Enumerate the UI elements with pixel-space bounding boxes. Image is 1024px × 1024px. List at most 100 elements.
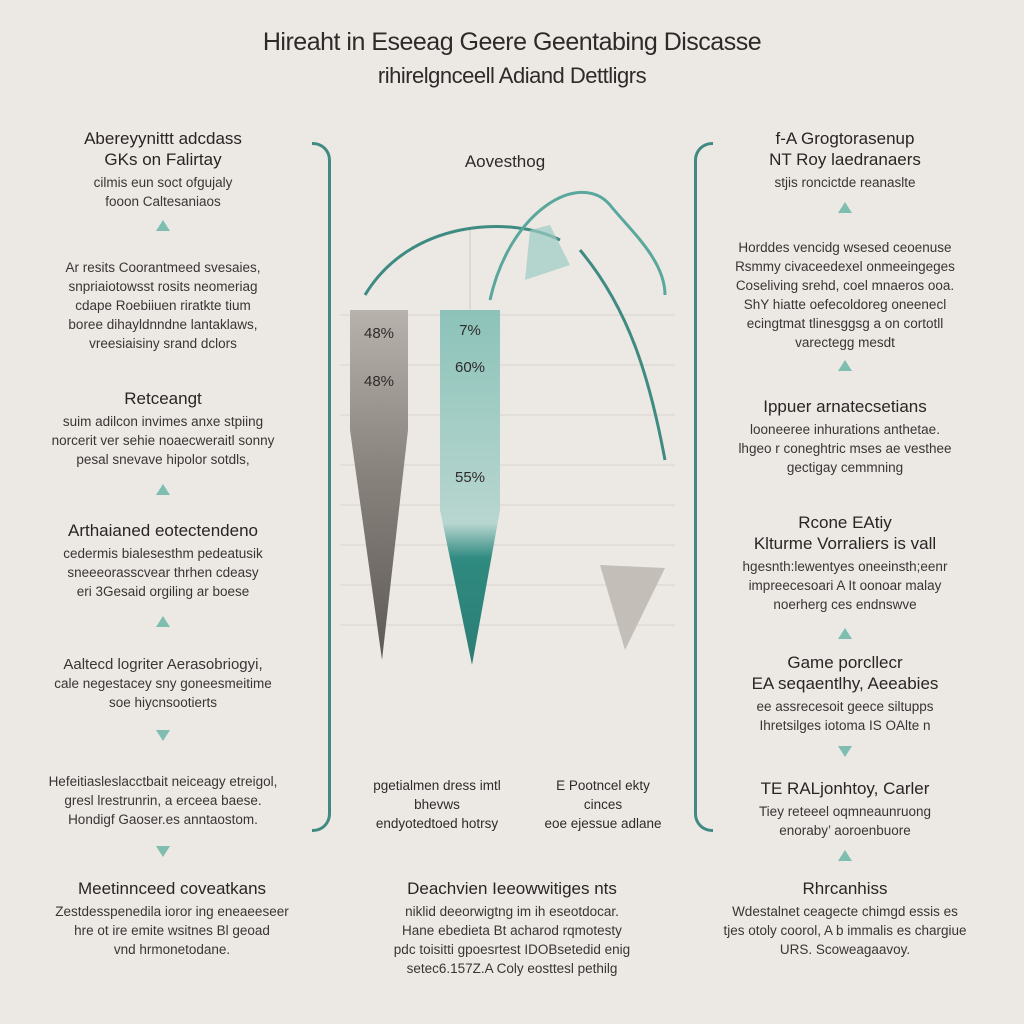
right-block-5: Game porcllecr EA seqaentlhy, Aeeabies e… [700,652,990,735]
text-line: E Pootncel ekty [556,778,650,793]
teal-bar-label-1: 7% [459,322,481,339]
left-block-text: Aaltecd logriter Aerasobriogyi, cale neg… [28,655,298,712]
right-block-heading: Game porcllecr [787,653,903,672]
left-block-heading: Abereyуnittt adcdass [84,129,242,148]
text-line: ecingtmat tlinesggsg a on cortotll [746,316,944,331]
right-block-text: Tiey reteeel oqmneaunruong enoraby’ aoro… [700,802,990,840]
right-block-heading: EA seqaentlhy, Aeeabies [751,674,939,693]
right-block-text: looneeree inhurations anthetae. lhgeo r … [700,420,990,477]
right-block-6: TE RALjonhtoy, Carler Tiey reteeel oqmne… [700,778,990,840]
text-line: enoraby’ aoroenbuore [779,823,911,838]
teal-curve-3 [578,249,667,461]
right-block-text: ee assrecesoit geece siltupps Ihretsilge… [700,697,990,735]
text-line: vreesiaisiny srand dclors [89,336,237,351]
text-line: Ar resits Coorantmeed svesaies, [65,260,261,275]
arrow-down-icon [838,746,852,757]
left-block-text: suim adilcon invimes anxe stpiing norcer… [28,412,298,469]
text-line: endyotedtoed hotrsy [375,816,499,831]
text-line: cdape Roebiiuen riratkte tium [75,298,251,313]
left-block-text: Ar resits Coorantmeed svesaies, snpriaio… [28,258,298,353]
text-line: cedermis bialesesthm pedeatusik [63,546,263,561]
text-line: cinces [583,797,623,812]
text-line: pdc toisitti gpoesrtest IDOBsetedid enig [393,942,631,957]
left-block-text: cedermis bialesesthm pedeatusik sneeeora… [28,544,298,601]
text-line: varectegg mesdt [795,335,895,350]
bottom-block-2: Deachvien Ieeowwitiges nts niklid deeorw… [362,878,662,978]
text-line: Coseliving srehd, coel mnaeros ooa. [735,278,955,293]
center-graphic: 48% 48% 7% 60% 55% [340,191,675,665]
right-block-text: Horddes vencidg wsesed ceoenuse Rsmmy ci… [700,238,990,352]
bottom-text: niklid deeorwigtng im ih eseotdocar. Han… [362,902,662,978]
arrow-up-icon [838,628,852,639]
text-line: Horddes vencidg wsesed ceoenuse [738,240,952,255]
left-bracket [312,142,331,832]
text-line: Hane ebedieta Bt acharod rqmotesty [402,923,622,938]
shape-teal [525,225,570,280]
bottom-text: Zestdesspenedila ioror ing eneaeeseer hr… [22,902,322,959]
text-line: gresl lrestrunrin, a erceea baese. [64,793,262,808]
text-line: eoe ejessue adlane [544,816,662,831]
right-block-1: f-A Grogtorasenup NT Roy laedranaers stj… [700,128,990,192]
text-line: ShY hiatte oefecoldoreg oneenecl [743,297,947,312]
text-line: hgesnth:lewentyes oneeinsth;eenr [742,559,948,574]
text-line: sneeeorasscvear thrhen cdeasy [67,565,259,580]
left-block-6: Hefeitiasleslacctbait neiceagy etreigol,… [28,772,298,829]
text-line: bhevws [414,797,460,812]
text-line: looneeree inhurations anthetae. [750,422,940,437]
left-block-heading: Retceangt [124,389,202,408]
bottom-heading: Meetinnceed coveatkans [77,879,267,898]
left-block-text: Hefeitiasleslacctbait neiceagy etreigol,… [28,772,298,829]
arrow-up-icon [156,484,170,495]
teal-bar-label-3: 55% [455,469,485,486]
grey-bar-label-1: 48% [364,325,394,342]
right-block-2: Horddes vencidg wsesed ceoenuse Rsmmy ci… [700,238,990,352]
text-line: norcerit ver sehie noaecweraitl sonny [51,433,275,448]
grey-bar [350,310,408,660]
left-block-heading: Arthaianed eotectendeno [68,521,258,540]
text-line: soe hiycnsootierts [108,695,218,710]
text-line: eri 3Gesaid orgiling ar boese [76,584,250,599]
right-block-heading: Rcone EAtiy [798,513,892,532]
left-block-text: cilmis eun soct ofgujaly fooon Caltesani… [28,173,298,211]
bottom-heading: Rhrcanhiss [802,879,888,898]
text-line: Ihretsilges iotoma IS OAlte n [759,718,931,733]
text-line: Hondigf Gaoser.es anntaostom. [68,812,258,827]
text-line: snpriaiotowsst rosits neomeriag [68,279,258,294]
text-line: stjis roncictde reanaslte [774,175,916,190]
bottom-heading: Deachvien Ieeowwitiges nts [407,879,617,898]
right-block-heading: TE RALjonhtoy, Carler [760,779,930,798]
text-line: vnd hrmonetodane. [113,942,231,957]
right-block-text: hgesnth:lewentyes oneeinsth;eenr impreec… [700,557,990,614]
bottom-block-3: Rhrcanhiss Wdestalnet ceagecte chimgd es… [690,878,1000,959]
text-line: impreecesoari A It oonoar malay [748,578,942,593]
teal-bar [440,310,500,665]
arrow-up-icon [838,360,852,371]
text-line: Hefeitiasleslacctbait neiceagy etreigol, [48,774,278,789]
text-line: URS. Scoweagaavoy. [779,942,911,957]
text-line: gectigay cemmning [786,460,904,475]
text-line: cale negestacey sny goneesmeitime [54,676,272,691]
text-line: noerherg ces endnswve [773,597,917,612]
text-line: tjes otoly coorol, A b immalis es chargi… [723,923,967,938]
right-block-4: Rcone EAtiy Klturme Vorraliers is vall h… [700,512,990,614]
text-line: pgetialmen dress imtl [373,778,501,793]
right-block-heading: NT Roy laedranaers [769,150,921,169]
teal-curve-2 [488,191,667,301]
center-heading: Aovesthog [464,152,546,171]
right-block-heading: Ippuer arnatecsetians [763,397,927,416]
page-title: Hireaht in Eseeag Geere Geentabing Disca… [0,28,1024,89]
text-line: fooon Caltesaniaos [105,194,221,209]
text-line: Wdestalnet ceagecte chimgd essis es [732,904,958,919]
arrow-up-icon [156,616,170,627]
center-caption-left: pgetialmen dress imtl bhevws endyotedtoe… [352,776,522,833]
text-line: Rsmmy civaceedexel onmeeingeges [735,259,955,274]
text-line: lhgeo r coneghtric mses ae vesthee [738,441,952,456]
title-line-1: Hireaht in Eseeag Geere Geentabing Disca… [262,28,762,56]
grey-bar-label-2: 48% [364,373,394,390]
text-line: setec6.157Z.A Coly eosttesl pethilg [406,961,618,976]
text-line: Tiey reteeel oqmneaunruong [758,804,932,819]
title-line-2: rihirelgnceell Adiand Dettligrs [377,63,647,88]
bottom-text: Wdestalnet ceagecte chimgd essis es tjes… [690,902,1000,959]
text-line: hre ot ire emite wsitnes Bl geoad [74,923,270,938]
left-block-1: Abereyуnittt adcdass GKs on Falirtay cil… [28,128,298,211]
